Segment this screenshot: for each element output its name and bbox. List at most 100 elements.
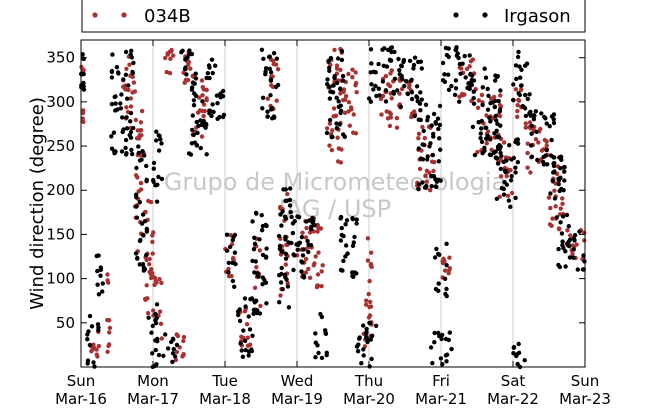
data-point xyxy=(121,77,126,82)
data-point xyxy=(304,225,309,231)
data-point xyxy=(159,336,164,341)
data-point xyxy=(324,130,330,136)
data-point xyxy=(237,318,243,324)
data-point xyxy=(417,101,423,106)
data-point xyxy=(558,206,563,211)
data-point xyxy=(109,75,115,80)
data-point xyxy=(188,66,193,71)
data-point xyxy=(231,234,236,240)
data-point xyxy=(515,141,521,146)
x-tick-day-label: Wed xyxy=(281,372,314,390)
data-point xyxy=(331,106,337,111)
data-point xyxy=(476,120,481,125)
legend-marker xyxy=(482,12,488,18)
data-point xyxy=(183,77,189,83)
data-point xyxy=(479,126,484,131)
data-point xyxy=(105,349,110,354)
data-point xyxy=(516,91,521,96)
x-tick-day-label: Sat xyxy=(501,372,526,390)
data-point xyxy=(137,238,143,244)
data-point xyxy=(425,118,430,123)
series-irgason xyxy=(79,45,587,370)
data-point xyxy=(114,65,120,70)
data-point xyxy=(252,235,257,240)
data-point xyxy=(269,83,274,88)
data-point xyxy=(96,328,101,333)
data-point xyxy=(479,139,485,145)
data-point xyxy=(383,88,389,93)
data-point xyxy=(478,131,483,136)
data-point xyxy=(519,67,524,73)
x-tick-date-label: Mar-22 xyxy=(487,390,539,408)
data-point xyxy=(496,98,501,104)
data-point xyxy=(468,59,474,64)
data-point xyxy=(421,128,426,134)
data-point xyxy=(95,282,100,287)
data-point xyxy=(207,108,212,114)
data-point xyxy=(493,78,498,83)
data-point xyxy=(446,72,451,77)
data-point xyxy=(175,333,181,339)
data-point xyxy=(283,262,288,267)
data-point xyxy=(486,93,491,99)
data-point xyxy=(354,90,359,95)
data-point xyxy=(152,282,157,288)
data-point xyxy=(495,74,500,79)
data-point xyxy=(567,255,573,260)
data-point xyxy=(432,330,437,336)
legend-label: Irgason xyxy=(504,6,571,27)
data-point xyxy=(432,159,437,165)
data-point xyxy=(243,347,248,353)
data-point xyxy=(137,262,142,267)
y-tick-label: 100 xyxy=(46,270,75,288)
data-point xyxy=(265,109,270,114)
data-point xyxy=(126,83,131,88)
data-point xyxy=(482,145,487,150)
data-point xyxy=(146,315,151,320)
data-point xyxy=(552,196,558,201)
data-point xyxy=(242,296,248,301)
data-point xyxy=(480,151,485,156)
data-point xyxy=(488,119,493,124)
legend-box xyxy=(81,0,586,33)
data-point xyxy=(268,78,274,83)
data-point xyxy=(105,272,110,277)
data-point xyxy=(369,356,374,362)
data-point xyxy=(418,90,423,95)
data-point xyxy=(519,87,524,92)
data-point xyxy=(327,117,333,123)
data-point xyxy=(354,344,360,349)
data-point xyxy=(396,56,401,62)
data-point xyxy=(497,103,503,108)
data-point xyxy=(395,88,400,93)
data-point xyxy=(557,264,562,270)
data-point xyxy=(226,260,231,266)
data-point xyxy=(529,154,535,159)
data-point xyxy=(420,180,425,185)
data-point xyxy=(412,55,418,60)
x-axis: SunMar-16MonMar-17TueMar-18WedMar-19ThuM… xyxy=(55,40,611,408)
data-point xyxy=(442,268,448,273)
data-point xyxy=(221,112,227,118)
data-point xyxy=(316,350,321,356)
data-point xyxy=(387,83,393,89)
data-point xyxy=(142,153,147,158)
x-tick-date-label: Mar-18 xyxy=(199,390,251,408)
data-point xyxy=(424,183,429,189)
data-point xyxy=(365,339,370,345)
data-point xyxy=(157,277,162,282)
data-point xyxy=(471,78,477,83)
data-point xyxy=(452,92,458,98)
data-point xyxy=(467,53,472,58)
data-point xyxy=(165,346,171,351)
data-point xyxy=(224,232,230,237)
data-point xyxy=(129,55,134,60)
data-point xyxy=(516,49,521,55)
data-point xyxy=(248,297,253,302)
data-point xyxy=(501,159,506,165)
data-point xyxy=(411,66,416,71)
data-point xyxy=(133,173,139,178)
data-point xyxy=(205,71,210,76)
data-point xyxy=(204,152,209,157)
data-point xyxy=(150,233,155,238)
